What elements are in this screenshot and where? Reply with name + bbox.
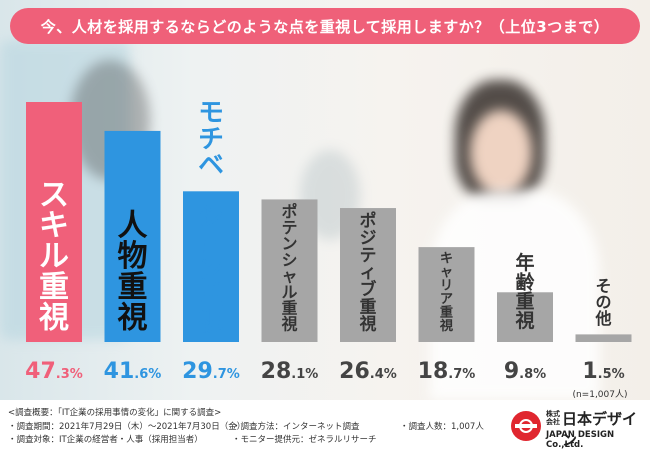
bar-label-2: モチベーション重視 (191, 98, 224, 337)
survey-target: ・調査対象：IT企業の経営者・人事（採用担当者） (8, 435, 203, 445)
logo-name: 日本デザイン (562, 410, 638, 449)
value-label-7: 1.5% (582, 359, 624, 384)
bar-0 (26, 102, 82, 342)
survey-footer: <調査概要：「IT企業の採用事情の変化」に関する調査> ・調査期間：2021年7… (0, 400, 650, 450)
bar-4 (340, 208, 396, 342)
company-logo: 株式会社 日本デザイン JAPAN DESIGN Co.,Ltd. (510, 408, 645, 450)
bar-2 (183, 191, 239, 342)
bar-label-4: ポジティブ重視 (359, 211, 377, 334)
bar-6 (497, 292, 553, 342)
bar-5 (418, 247, 475, 342)
bar-3 (261, 199, 318, 342)
value-label-2: 29.7% (182, 359, 240, 384)
chart-title: 今、人材を採用するならどのような点を重視して採用しますか？（上位3つまで） (10, 8, 640, 44)
bar-7 (575, 334, 632, 342)
bar-label-1: 人物重視 (118, 209, 148, 336)
logo-kabushiki: 株式会社 (546, 410, 560, 426)
value-label-0: 47.3% (25, 359, 83, 384)
value-label-5: 18.7% (418, 359, 476, 384)
bar-label-0: スキル重視 (39, 178, 69, 335)
value-label-1: 41.6% (104, 359, 162, 384)
value-label-4: 26.4% (339, 359, 397, 384)
bar-label-3: ポテンシャル重視 (281, 202, 298, 334)
bar-chart: スキル重視 47.3% 人物重視 41.6% モチベーション重視 29.7% ポテンシャル重… (25, 98, 632, 400)
sample-size-note: (n=1,007人) (572, 389, 627, 400)
value-label-6: 9.8% (504, 359, 546, 384)
value-label-3: 28.1% (261, 359, 319, 384)
bar-1 (104, 130, 161, 342)
survey-period: ・調査期間：2021年7月29日（木）～2021年7月30日（金） (8, 422, 246, 432)
survey-method: ・調査方法：インターネット調査 (232, 422, 360, 432)
bar-label-7: その他 (594, 276, 611, 328)
logo-english: JAPAN DESIGN Co.,Ltd. (546, 430, 615, 450)
survey-count: ・調査人数：1,007人 (400, 422, 484, 432)
logo-mark-icon (511, 411, 541, 441)
survey-provider: ・モニター提供元：ゼネラルリサーチ (232, 435, 377, 445)
survey-overview: <調査概要：「IT企業の採用事情の変化」に関する調査> (8, 408, 222, 418)
bar-label-5: キャリア重視 (439, 252, 454, 334)
bar-label-6: 年齢重視 (514, 251, 535, 332)
